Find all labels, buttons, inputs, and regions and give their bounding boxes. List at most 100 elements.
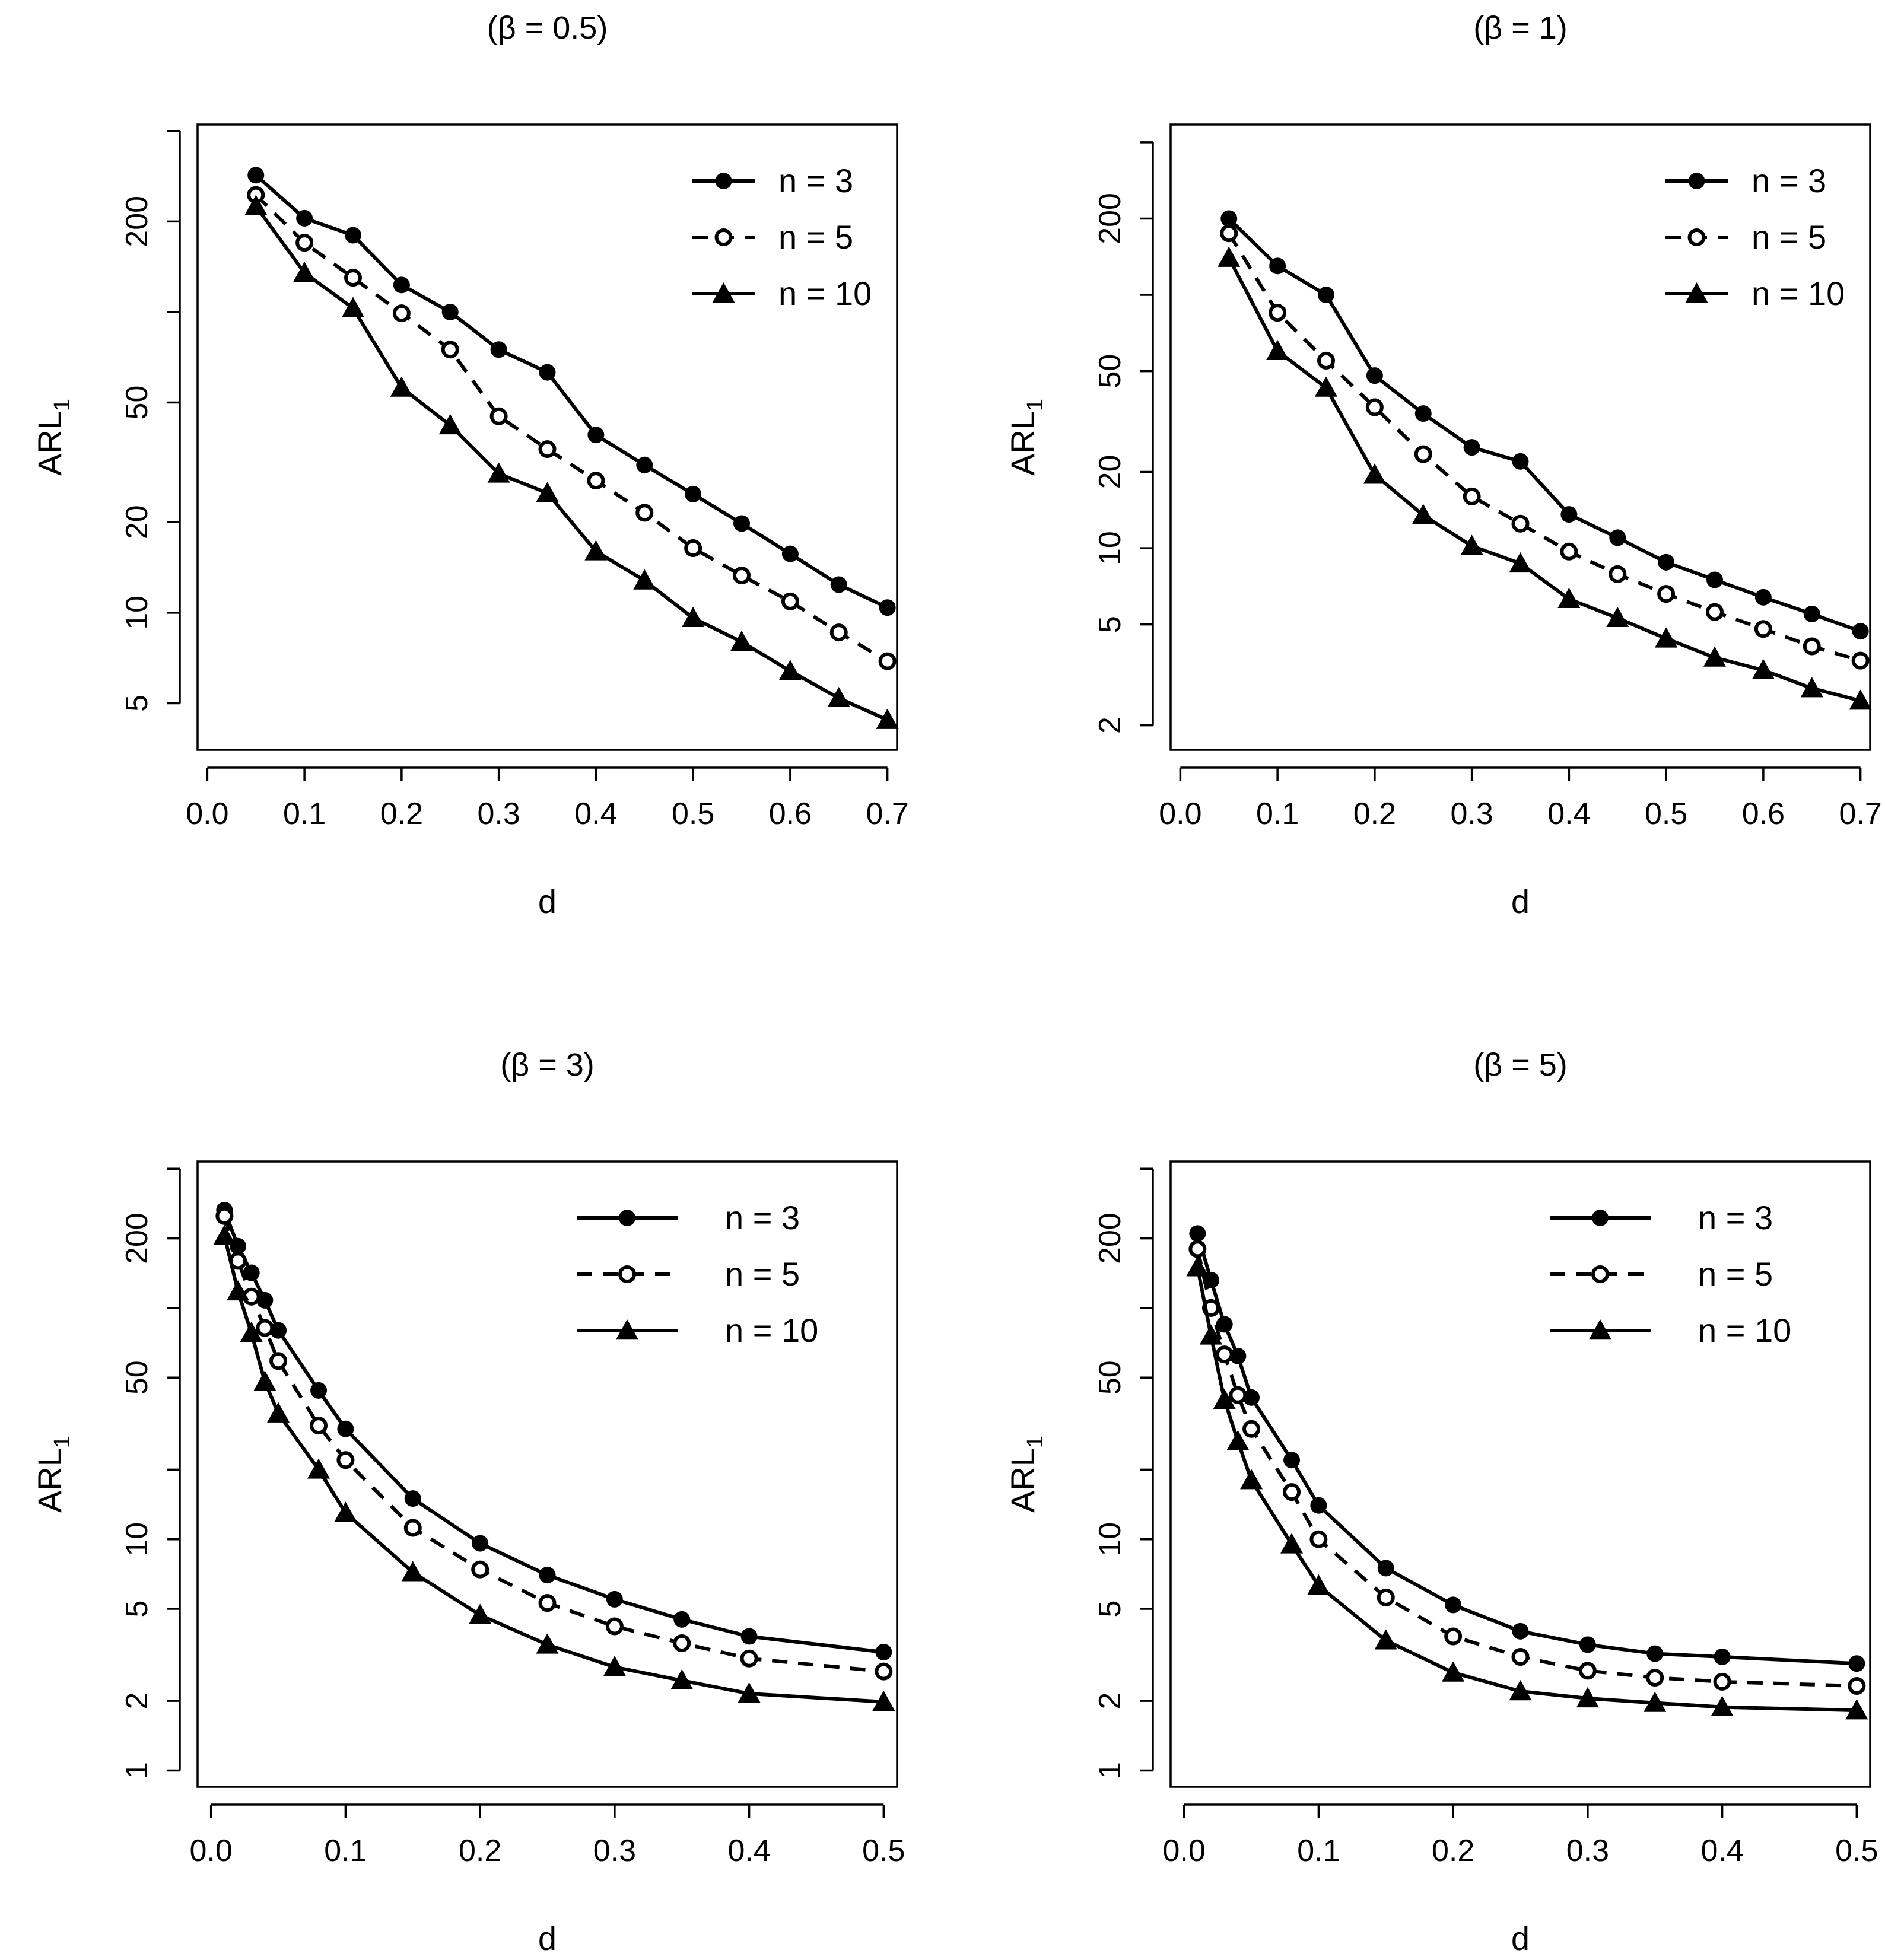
data-point [1412,504,1435,524]
data-point [781,545,799,562]
series-line [1196,1233,1857,1666]
data-point [633,569,656,590]
x-tick-label: 0.4 [574,797,617,831]
data-point [1213,1389,1236,1409]
data-point [307,1458,330,1479]
data-point [1188,1240,1207,1258]
x-tick-label: 0.7 [1839,797,1881,831]
plot-frame [1169,123,1871,751]
data-point [1317,351,1335,370]
series-line [254,205,888,722]
data-point [1444,1627,1463,1646]
x-tick-label: 0.0 [1163,1834,1206,1868]
data-point [489,407,508,425]
data-point [337,1420,354,1437]
data-point [1852,623,1869,640]
x-tick-label: 0.3 [1566,1834,1609,1868]
data-point [685,485,702,502]
series-2 [1220,224,1870,670]
legend-label: n = 10 [778,275,872,312]
data-point [487,462,510,483]
data-point [227,1280,250,1301]
y-tick-label: 5 [1093,1601,1127,1618]
legend-label: n = 10 [1752,275,1845,312]
data-point [682,606,705,628]
legend-marker [616,1319,638,1340]
data-point [1509,1680,1532,1701]
x-tick-label: 0.7 [866,797,908,831]
x-tick-label: 0.2 [1432,1834,1474,1868]
legend-label: n = 3 [725,1199,800,1236]
data-point [673,1634,691,1653]
data-point [636,456,653,473]
data-point [538,1594,557,1612]
data-point [1240,1469,1263,1490]
data-point [1463,439,1480,456]
legend: n = 3 n = 5 n = 10 [692,162,872,312]
data-point [1269,304,1287,322]
x-axis-label: d [538,883,557,920]
data-point [247,167,265,184]
y-tick-label: 200 [1093,1213,1127,1264]
data-point [829,623,848,642]
series-line [255,193,889,663]
legend-label: n = 10 [1698,1312,1791,1349]
data-point [1754,588,1772,606]
data-point [1280,1533,1304,1554]
data-point [1851,651,1870,670]
data-point [587,427,605,444]
data-point [1310,1497,1327,1514]
data-point [1242,1420,1261,1438]
data-point [1576,1687,1599,1708]
plot-frame [196,123,898,751]
data-point [740,1628,758,1645]
data-point [490,341,507,358]
chart-title: (β = 0.5) [487,10,608,46]
data-point [536,482,559,502]
y-axis-label: ARL1 [1004,1436,1048,1513]
x-tick-label: 0.0 [1159,797,1201,831]
data-point [878,652,897,670]
y-axis-label: ARL1 [31,1436,75,1513]
chart-title: (β = 5) [1473,1047,1568,1083]
x-tick-label: 0.1 [324,1834,367,1868]
data-point [1646,1645,1664,1662]
data-point [1512,453,1529,470]
data-point [1609,529,1626,546]
y-axis-label-main: ARL [31,1448,68,1513]
series-2 [215,1207,893,1681]
legend-marker [1592,1210,1609,1226]
legend-marker [714,228,733,246]
x-tick-label: 0.6 [769,797,812,831]
legend: n = 3 n = 5 n = 10 [1550,1199,1791,1349]
data-point [1315,376,1337,397]
data-point [1803,637,1821,656]
x-tick-label: 0.1 [283,797,326,831]
data-point [1229,1386,1247,1404]
data-point [670,1669,694,1689]
legend-label: n = 5 [1698,1255,1773,1293]
data-point [606,1590,623,1608]
plot-frame [1169,1160,1871,1788]
chart-panel-1: (β = 0.5) 0.0 0.1 0.2 0.3 0.4 0.5 0.6 0.7 d 5 10 20 5… [31,10,909,920]
legend-label: n = 3 [1752,162,1826,199]
data-point [1845,1699,1868,1720]
data-point [1266,339,1289,360]
data-point [635,504,654,522]
legend-label: n = 3 [778,162,853,199]
x-tick-label: 0.3 [477,797,520,831]
legend-marker [1685,282,1708,303]
data-point [1752,658,1775,679]
y-axis-label: ARL1 [31,399,75,476]
legend-marker [618,1265,636,1283]
data-point [778,660,802,680]
y-axis-label-subscript: 1 [50,399,75,411]
data-point [733,567,751,585]
chart-title: (β = 1) [1473,10,1568,46]
chart-panel-4: (β = 5)0.0 0.1 0.2 0.3 0.4 0.5d1251050200ARL1… [1004,1047,1878,1957]
data-point [1557,587,1581,608]
data-point [875,1643,892,1660]
y-axis-label-main: ARL [1004,1448,1041,1513]
legend: n = 3 n = 5 n = 10 [1665,162,1845,312]
data-point [1657,585,1676,603]
